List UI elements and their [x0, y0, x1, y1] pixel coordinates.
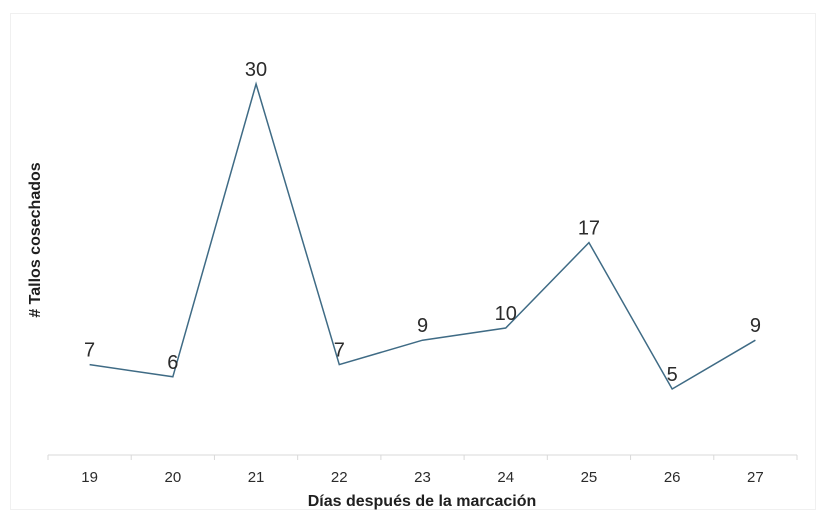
chart-frame: [10, 13, 816, 510]
x-axis-tick-labels: 19 20 21 22 23 24 25 26 27: [81, 469, 763, 486]
data-labels: 7 6 30 7 9 10 17 5 9: [84, 59, 761, 390]
data-label: 9: [417, 315, 428, 337]
x-tick-label: 24: [497, 469, 514, 486]
data-label: 17: [578, 218, 600, 240]
y-axis-title: # Tallos cosechados: [27, 162, 44, 317]
data-label: 7: [334, 340, 345, 362]
x-axis-title: Días después de la marcación: [308, 493, 537, 510]
data-label: 10: [495, 303, 517, 325]
x-tick-label: 26: [664, 469, 681, 486]
x-tick-label: 21: [248, 469, 265, 486]
data-label: 30: [245, 59, 267, 81]
data-label: 6: [167, 352, 178, 374]
series-line: [89, 81, 756, 391]
x-tick-label: 20: [164, 469, 181, 486]
x-tick-label: 22: [331, 469, 348, 486]
x-tick-label: 23: [414, 469, 431, 486]
x-tick-label: 19: [81, 469, 98, 486]
data-label: 7: [84, 340, 95, 362]
data-label: 5: [667, 364, 678, 386]
x-tick-label: 25: [581, 469, 598, 486]
x-axis-ticks: [47, 455, 798, 460]
data-label: 9: [750, 315, 761, 337]
x-tick-label: 27: [747, 469, 764, 486]
